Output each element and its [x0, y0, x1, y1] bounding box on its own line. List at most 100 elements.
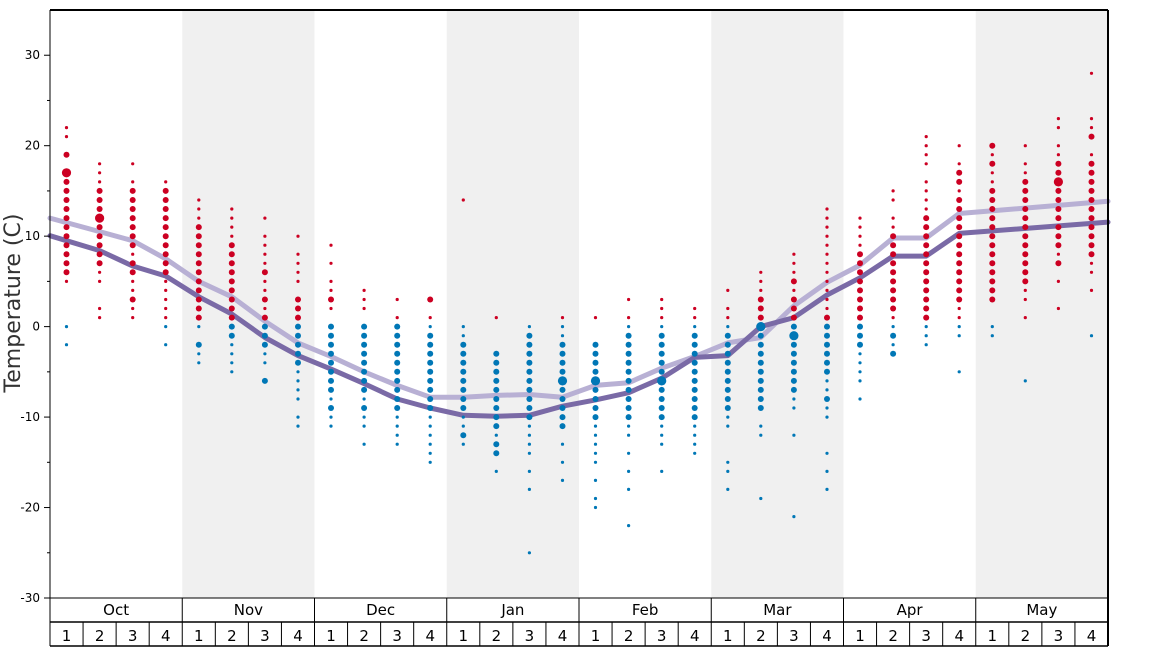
temperature-point — [1055, 260, 1062, 267]
temperature-point — [98, 270, 102, 274]
temperature-point — [195, 260, 202, 267]
temperature-point — [162, 233, 169, 240]
temperature-point — [493, 405, 500, 411]
temperature-point — [394, 323, 401, 330]
temperature-point — [891, 316, 895, 320]
temperature-point — [726, 424, 730, 428]
temperature-point — [923, 251, 930, 258]
temperature-point — [660, 442, 664, 446]
temperature-point — [1088, 169, 1095, 176]
temperature-point — [691, 341, 698, 348]
temperature-point — [526, 386, 533, 393]
week-label: 4 — [161, 627, 171, 645]
temperature-point — [691, 368, 698, 375]
y-tick-label: 10 — [25, 229, 40, 243]
temperature-point — [560, 325, 565, 329]
temperature-point — [427, 296, 434, 303]
temperature-point — [658, 414, 665, 421]
temperature-point — [792, 515, 796, 519]
temperature-point — [890, 269, 897, 276]
temperature-point — [1023, 288, 1027, 292]
temperature-point — [428, 451, 432, 455]
week-label: 1 — [62, 627, 72, 645]
temperature-point — [790, 386, 797, 393]
temperature-point — [197, 216, 201, 220]
temperature-point — [824, 323, 830, 330]
temperature-point — [592, 368, 599, 375]
temperature-point — [1023, 297, 1027, 302]
temperature-point — [825, 207, 829, 211]
temperature-point — [989, 142, 996, 149]
temperature-point — [129, 224, 136, 231]
y-tick-label: 30 — [25, 48, 40, 62]
temperature-point — [228, 287, 235, 294]
temperature-point — [361, 405, 368, 411]
month-shade-nov — [182, 10, 315, 598]
temperature-point — [724, 359, 731, 366]
temperature-point — [956, 233, 963, 240]
temperature-point — [693, 442, 697, 446]
temperature-point — [228, 242, 235, 249]
temperature-point — [560, 316, 565, 320]
temperature-point — [790, 323, 797, 330]
temperature-point — [857, 296, 863, 303]
temperature-point — [956, 287, 963, 294]
temperature-point — [228, 269, 235, 276]
temperature-point — [1022, 206, 1029, 212]
temperature-point — [923, 287, 930, 294]
week-label: 3 — [128, 627, 138, 645]
temperature-point — [989, 269, 996, 276]
temperature-point — [559, 396, 566, 402]
temperature-point — [858, 397, 862, 401]
temperature-point — [1056, 144, 1060, 148]
temperature-point — [394, 350, 401, 357]
temperature-point — [857, 323, 863, 330]
temperature-point — [427, 359, 434, 366]
temperature-point — [693, 424, 697, 428]
temperature-point — [957, 189, 961, 193]
temperature-point — [989, 206, 996, 212]
temperature-point — [924, 153, 928, 157]
temperature-point — [790, 359, 797, 366]
week-label: 4 — [954, 627, 964, 645]
temperature-point — [1055, 242, 1062, 249]
temperature-point — [957, 144, 961, 148]
temperature-point — [858, 370, 862, 374]
temperature-point — [592, 405, 599, 411]
temperature-point — [857, 332, 863, 339]
temperature-point — [593, 478, 598, 482]
temperature-point — [757, 350, 764, 357]
temperature-point — [627, 297, 631, 302]
temperature-point — [560, 478, 565, 482]
temperature-point — [759, 433, 763, 437]
temperature-point — [923, 224, 930, 231]
temperature-point — [924, 180, 928, 184]
temperature-point — [296, 415, 300, 419]
temperature-point — [593, 505, 598, 510]
temperature-point — [693, 306, 697, 311]
week-label: 1 — [855, 627, 865, 645]
temperature-point — [1022, 215, 1029, 222]
temperature-point — [129, 260, 136, 267]
temperature-point — [64, 135, 69, 139]
temperature-point — [693, 433, 697, 437]
temperature-point — [296, 261, 300, 265]
temperature-point — [891, 198, 895, 202]
week-label: 1 — [591, 627, 601, 645]
temperature-point — [230, 352, 234, 356]
temperature-point — [593, 442, 598, 446]
temperature-point — [493, 423, 500, 430]
temperature-point — [790, 368, 797, 375]
week-label: 1 — [326, 627, 336, 645]
temperature-point — [1022, 269, 1029, 276]
temperature-point — [957, 306, 961, 311]
temperature-point — [526, 350, 533, 357]
temperature-point — [131, 288, 135, 292]
temperature-point — [361, 377, 368, 384]
temperature-point — [1088, 215, 1095, 222]
temperature-point — [825, 261, 829, 265]
temperature-point — [726, 306, 730, 311]
temperature-point — [756, 322, 766, 332]
temperature-point — [658, 359, 665, 366]
temperature-point — [1088, 242, 1095, 249]
